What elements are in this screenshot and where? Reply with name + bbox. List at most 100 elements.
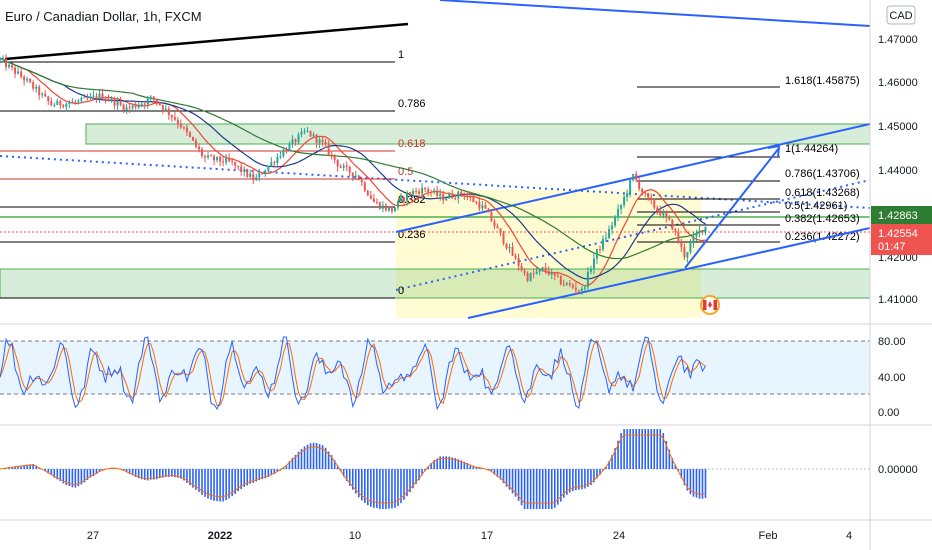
candle-body bbox=[98, 93, 101, 100]
candle-body bbox=[44, 93, 47, 97]
candle-body bbox=[204, 156, 206, 158]
candle-body bbox=[532, 273, 535, 275]
projection-arrow-head bbox=[767, 144, 781, 158]
support-zone bbox=[0, 268, 870, 299]
candle-body bbox=[535, 271, 538, 274]
candle-body bbox=[53, 104, 56, 106]
price-pane[interactable]: 1 0.786 0.618 0.5 0.382 0.236 0 1.618(1.… bbox=[0, 0, 870, 319]
candle-body bbox=[294, 139, 297, 143]
price-axis[interactable]: CAD 1.47000 1.46000 1.45000 1.44000 1.42… bbox=[871, 5, 932, 306]
candle-body bbox=[71, 101, 74, 103]
canada-flag-icon[interactable] bbox=[700, 295, 720, 315]
candle-body bbox=[478, 202, 481, 209]
time-axis[interactable]: 27 2022 10 17 24 Feb 4 bbox=[87, 530, 852, 542]
candle-body bbox=[249, 173, 252, 177]
candle-body bbox=[237, 165, 240, 167]
candle-body bbox=[463, 194, 466, 197]
candle-body bbox=[484, 205, 487, 209]
candle-body bbox=[418, 191, 421, 194]
candle-body bbox=[372, 198, 375, 203]
stoch-tick-0: 0.00 bbox=[878, 407, 899, 419]
candle-body bbox=[164, 108, 167, 110]
candle-body bbox=[595, 249, 598, 259]
fib-right-1618: 1.618(1.45875) bbox=[785, 75, 860, 87]
candle-body bbox=[41, 93, 44, 96]
candle-body bbox=[17, 71, 20, 74]
candle-body bbox=[517, 257, 520, 266]
candle-body bbox=[240, 166, 243, 172]
candle-body bbox=[598, 249, 601, 251]
time-label-17: 17 bbox=[481, 530, 493, 542]
candle-body bbox=[523, 270, 526, 274]
candle-body bbox=[336, 159, 339, 167]
candle-body bbox=[231, 160, 234, 163]
candle-body bbox=[29, 78, 32, 83]
candle-body bbox=[56, 100, 59, 105]
candle-body bbox=[487, 208, 490, 213]
candle-body bbox=[176, 119, 179, 124]
candle-body bbox=[695, 232, 698, 237]
candle-body bbox=[62, 105, 65, 107]
candle-body bbox=[282, 149, 285, 157]
candle-body bbox=[77, 100, 80, 102]
candle-body bbox=[161, 105, 164, 110]
candle-body bbox=[137, 105, 140, 108]
candle-body bbox=[11, 64, 14, 68]
candle-body bbox=[32, 82, 35, 89]
candle-body bbox=[683, 246, 686, 258]
candle-body bbox=[104, 98, 107, 100]
candle-body bbox=[680, 242, 683, 247]
candle-body bbox=[26, 78, 29, 81]
candle-body bbox=[562, 284, 565, 286]
candle-body bbox=[101, 93, 104, 99]
candle-body bbox=[421, 187, 424, 194]
stoch-band bbox=[0, 341, 870, 394]
candle-body bbox=[369, 195, 372, 199]
candle-body bbox=[261, 173, 264, 175]
macd-tick-0: 0.00000 bbox=[878, 464, 918, 476]
candle-body bbox=[219, 156, 222, 162]
candle-body bbox=[252, 173, 255, 181]
candle-body bbox=[173, 117, 176, 120]
candle-body bbox=[321, 139, 324, 143]
candle-body bbox=[701, 230, 704, 233]
candle-body bbox=[255, 177, 258, 181]
candle-body bbox=[677, 231, 680, 243]
candle-body bbox=[107, 99, 110, 101]
candle-body bbox=[538, 268, 541, 272]
long-trendline bbox=[4, 22, 409, 61]
candle-body bbox=[122, 104, 125, 111]
candle-body bbox=[201, 149, 203, 157]
price-tick-2: 1.46000 bbox=[878, 77, 918, 89]
candle-body bbox=[424, 187, 427, 190]
candle-body bbox=[614, 217, 617, 226]
candle-body bbox=[86, 97, 89, 99]
candle-body bbox=[246, 169, 249, 177]
candle-body bbox=[170, 114, 173, 118]
candle-body bbox=[629, 180, 632, 194]
macd-pane[interactable] bbox=[0, 429, 870, 509]
candle-body bbox=[179, 123, 182, 128]
candle-body bbox=[565, 283, 568, 285]
candle-body bbox=[143, 103, 146, 105]
candle-body bbox=[623, 196, 626, 206]
candle-body bbox=[378, 202, 381, 209]
candle-body bbox=[451, 193, 454, 199]
candle-body bbox=[556, 275, 559, 277]
candle-body bbox=[529, 273, 532, 281]
candle-body bbox=[191, 136, 194, 141]
candle-body bbox=[297, 134, 300, 143]
fib-right-05: 0.5(1.42961) bbox=[785, 200, 847, 212]
candle-body bbox=[354, 175, 357, 177]
candle-body bbox=[547, 270, 550, 275]
fib-left-05: 0.5 bbox=[398, 166, 413, 178]
time-label-2022: 2022 bbox=[208, 530, 232, 542]
candle-body bbox=[454, 198, 457, 200]
stochastic-pane[interactable] bbox=[0, 336, 870, 411]
candle-body bbox=[605, 237, 607, 239]
currency-badge[interactable] bbox=[886, 5, 916, 25]
candle-body bbox=[315, 134, 318, 143]
candle-body bbox=[95, 95, 98, 100]
time-label-4: 4 bbox=[846, 530, 852, 542]
